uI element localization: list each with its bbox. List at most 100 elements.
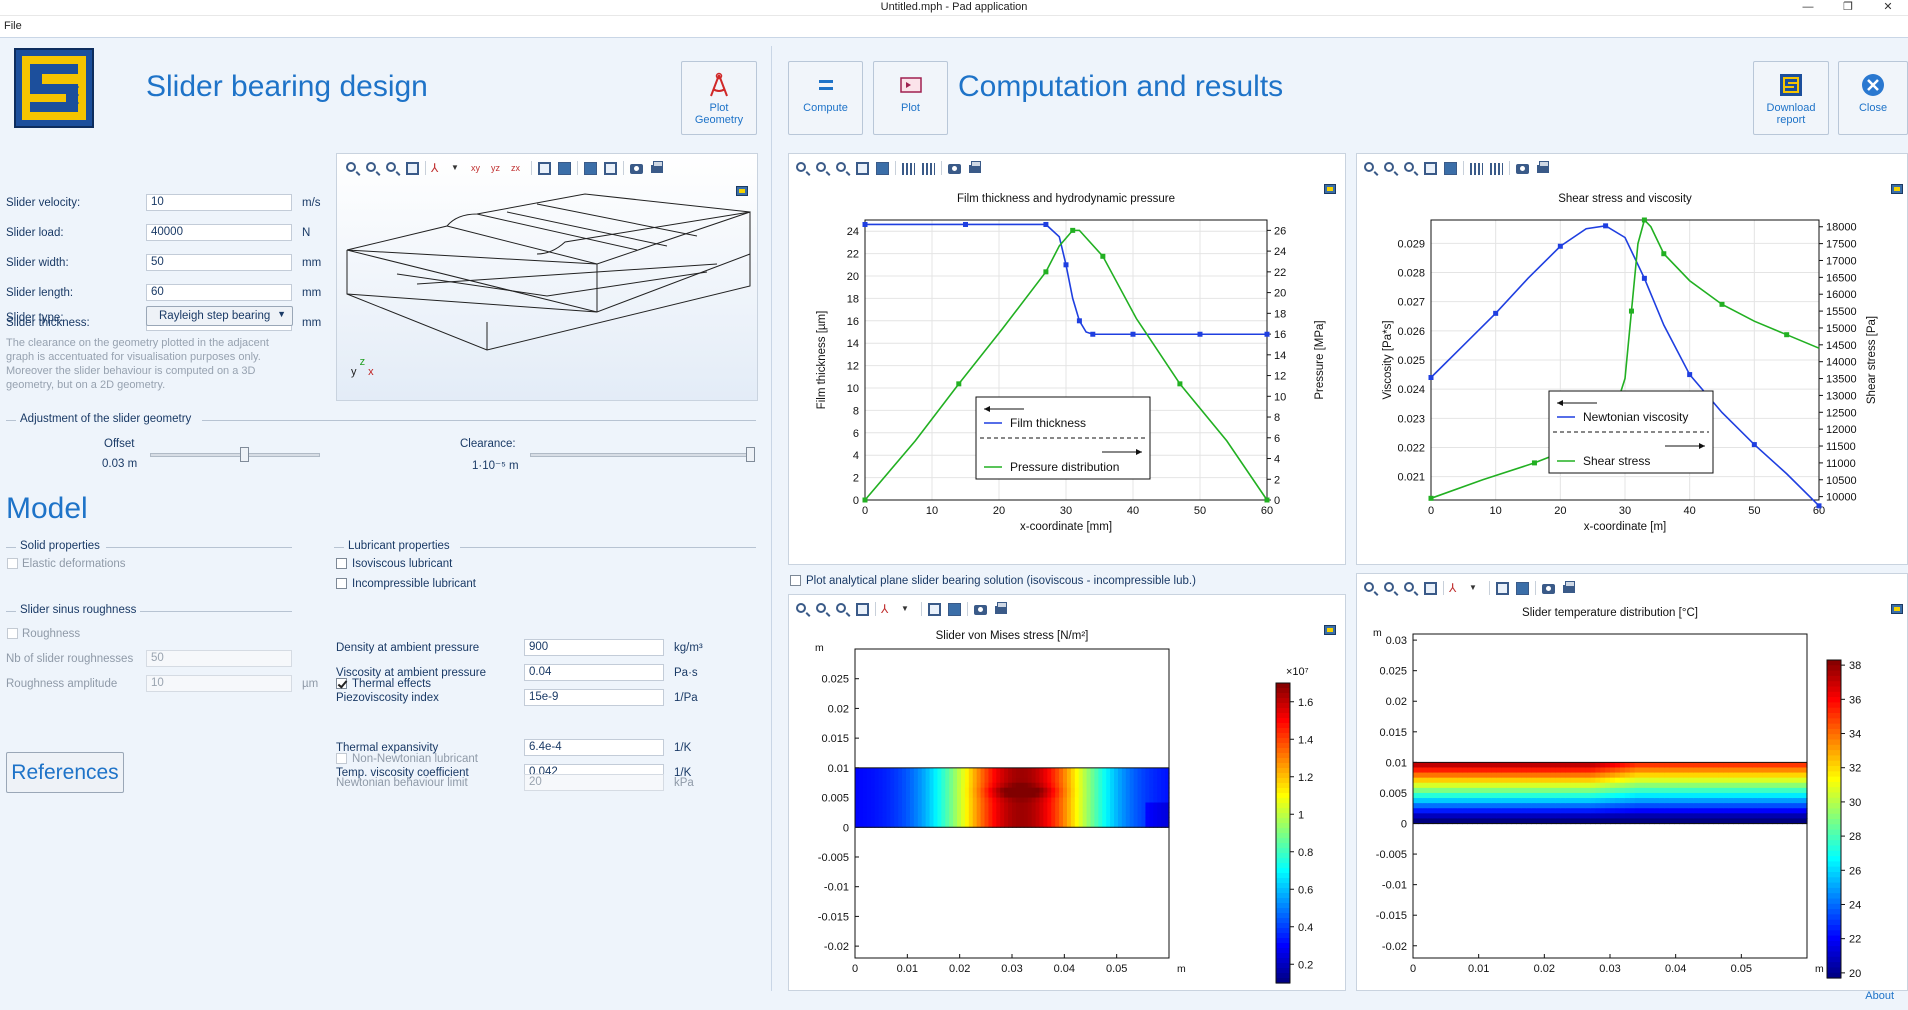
film-thickness-panel[interactable]: Film thickness and hydrodynamic pressure… <box>788 153 1346 565</box>
roughness-checkbox[interactable] <box>7 628 18 639</box>
slider-type-select[interactable]: Rayleigh step bearing ▼ <box>146 306 293 326</box>
clearance-slider[interactable] <box>530 453 755 457</box>
zoom-extents-icon[interactable] <box>855 161 870 176</box>
references-button[interactable]: References <box>6 752 124 793</box>
minimize-button[interactable]: — <box>1802 1 1814 13</box>
menu-file[interactable]: File <box>4 20 22 32</box>
field-input[interactable]: 900 <box>524 639 664 656</box>
zoom-out-icon[interactable] <box>1383 161 1398 176</box>
temperature-panel[interactable]: ⅄ ▼ Slider temperature distribution [°C]… <box>1356 573 1908 991</box>
print-icon[interactable] <box>1561 580 1576 596</box>
plot-geometry-button[interactable]: Plot Geometry <box>681 61 757 135</box>
print-icon[interactable] <box>1535 160 1550 176</box>
non-newtonian-checkbox[interactable] <box>336 753 347 764</box>
close-button[interactable]: Close <box>1838 61 1908 135</box>
clearance-slider-thumb[interactable] <box>746 447 755 462</box>
data-point <box>1076 318 1082 324</box>
print-icon[interactable] <box>993 601 1008 617</box>
restore-button[interactable]: ❐ <box>1843 1 1853 13</box>
zoom-box-icon[interactable] <box>835 602 850 617</box>
field-cell <box>1141 792 1147 799</box>
zoom-out-icon[interactable] <box>365 161 380 176</box>
field-input[interactable]: 10 <box>146 194 292 211</box>
scene-light-icon[interactable] <box>557 161 572 176</box>
xy-view-icon[interactable]: xy <box>471 162 480 173</box>
scene-light-icon[interactable] <box>1443 161 1458 176</box>
field-input[interactable]: 60 <box>146 284 292 301</box>
compute-button[interactable]: Compute <box>788 61 863 135</box>
field-cell <box>984 777 990 784</box>
field-cell <box>1082 812 1088 818</box>
zoom-in-icon[interactable] <box>795 161 810 176</box>
zoom-extents-icon[interactable] <box>1423 581 1438 596</box>
zoom-extents-icon[interactable] <box>1423 161 1438 176</box>
zoom-in-icon[interactable] <box>345 161 360 176</box>
zoom-box-icon[interactable] <box>1403 581 1418 596</box>
shear-stress-panel[interactable]: Shear stress and viscosity 0 10 20 30 40 50 60 0… <box>1356 153 1908 565</box>
camera-icon[interactable] <box>973 602 988 617</box>
geometry-view[interactable]: ⅄ ▼ xy yz zx <box>336 153 758 401</box>
print-icon[interactable] <box>967 160 982 176</box>
camera-icon[interactable] <box>947 161 962 176</box>
scene-light-icon[interactable] <box>1515 581 1530 596</box>
field-input[interactable]: 50 <box>146 254 292 271</box>
field-input[interactable]: 0.04 <box>524 664 664 681</box>
table-icon[interactable] <box>921 161 936 176</box>
axis-orientation-icon[interactable]: ⅄ <box>431 160 439 175</box>
incompressible-checkbox[interactable] <box>336 578 347 589</box>
print-icon[interactable] <box>649 160 664 176</box>
dropdown-icon[interactable]: ▼ <box>901 603 909 613</box>
zoom-out-icon[interactable] <box>815 161 830 176</box>
zoom-in-icon[interactable] <box>1363 161 1378 176</box>
zx-view-icon[interactable]: zx <box>511 162 520 173</box>
yz-view-icon[interactable]: yz <box>491 162 500 173</box>
zoom-box-icon[interactable] <box>385 161 400 176</box>
grid-icon[interactable] <box>901 161 916 176</box>
field-input[interactable]: 6.4e-4 <box>524 739 664 756</box>
field-input[interactable]: 15e-9 <box>524 689 664 706</box>
thermal-effects-checkbox[interactable] <box>336 678 347 689</box>
zoom-out-icon[interactable] <box>815 602 830 617</box>
zoom-extents-icon[interactable] <box>405 161 420 176</box>
camera-icon[interactable] <box>629 161 644 176</box>
field-cell <box>1094 772 1099 779</box>
axis-orientation-icon[interactable]: ⅄ <box>1449 580 1457 595</box>
table-icon[interactable] <box>1489 161 1504 176</box>
axis-orientation-icon[interactable]: ⅄ <box>881 601 889 616</box>
nb-roughness-input[interactable]: 50 <box>146 650 292 667</box>
grid-icon[interactable] <box>1495 581 1510 596</box>
download-report-button[interactable]: Download report <box>1753 61 1829 135</box>
offset-slider-thumb[interactable] <box>239 447 249 462</box>
grid-icon[interactable] <box>927 602 942 617</box>
camera-icon[interactable] <box>1515 161 1530 176</box>
field-cell <box>1467 772 1473 779</box>
wireframe-icon[interactable] <box>603 161 618 176</box>
field-cell <box>882 767 887 774</box>
roughness-amplitude-input[interactable]: 10 <box>146 675 292 692</box>
grid-icon[interactable] <box>1469 161 1484 176</box>
zoom-in-icon[interactable] <box>1363 581 1378 596</box>
zoom-out-icon[interactable] <box>1383 581 1398 596</box>
grid-icon[interactable] <box>537 161 552 176</box>
zoom-extents-icon[interactable] <box>855 602 870 617</box>
offset-slider[interactable] <box>150 453 320 457</box>
dropdown-icon[interactable]: ▼ <box>1469 582 1477 592</box>
dropdown-icon[interactable]: ▼ <box>451 162 459 172</box>
isoviscous-checkbox[interactable] <box>336 558 347 569</box>
scene-light-icon[interactable] <box>875 161 890 176</box>
von-mises-panel[interactable]: ⅄ ▼ Slider von Mises stress [N/m²] m m 0 0.0… <box>788 594 1346 991</box>
about-link[interactable]: About <box>1865 990 1894 1002</box>
transparency-icon[interactable] <box>583 161 598 176</box>
field-input[interactable]: 40000 <box>146 224 292 241</box>
colorbar-cell <box>1827 760 1841 767</box>
scene-light-icon[interactable] <box>947 602 962 617</box>
analytical-solution-checkbox[interactable] <box>790 575 801 586</box>
zoom-in-icon[interactable] <box>795 602 810 617</box>
elastic-deformations-checkbox[interactable] <box>7 558 18 569</box>
zoom-box-icon[interactable] <box>1403 161 1418 176</box>
window-close-button[interactable]: ✕ <box>1883 1 1893 13</box>
camera-icon[interactable] <box>1541 581 1556 596</box>
plot-button[interactable]: Plot <box>873 61 948 135</box>
zoom-box-icon[interactable] <box>835 161 850 176</box>
newtonian-limit-input[interactable]: 20 <box>524 774 664 791</box>
